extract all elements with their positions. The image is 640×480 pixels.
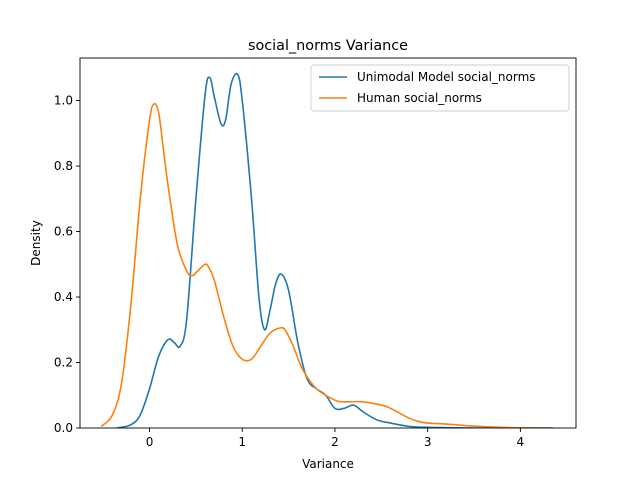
y-axis: 0.0 0.2 0.4 0.6 0.8 1.0 xyxy=(54,94,80,435)
y-tick-label: 0.2 xyxy=(54,356,73,370)
x-tick-label: 1 xyxy=(238,435,246,449)
y-axis-label: Density xyxy=(29,220,43,266)
y-tick-label: 1.0 xyxy=(54,94,73,108)
x-tick-label: 0 xyxy=(146,435,154,449)
y-tick-label: 0.0 xyxy=(54,421,73,435)
x-axis-label: Variance xyxy=(302,457,354,471)
x-tick-label: 2 xyxy=(331,435,339,449)
series-line-1 xyxy=(116,72,553,428)
x-tick-label: 4 xyxy=(517,435,525,449)
legend-label-2: Human social_norms xyxy=(357,91,482,105)
y-tick-label: 0.6 xyxy=(54,225,73,239)
chart-title: social_norms Variance xyxy=(248,38,408,54)
y-tick-label: 0.4 xyxy=(54,290,73,304)
legend-label-1: Unimodal Model social_norms xyxy=(357,70,536,84)
plot-frame xyxy=(79,57,577,429)
series-layer xyxy=(100,72,553,428)
legend-box xyxy=(310,64,570,112)
legend: Unimodal Model social_norms Human social_… xyxy=(310,64,570,112)
x-axis: 0 1 2 3 4 xyxy=(146,428,524,449)
x-tick-label: 3 xyxy=(424,435,432,449)
y-tick-label: 0.8 xyxy=(54,159,73,173)
series-line-2 xyxy=(100,102,553,428)
